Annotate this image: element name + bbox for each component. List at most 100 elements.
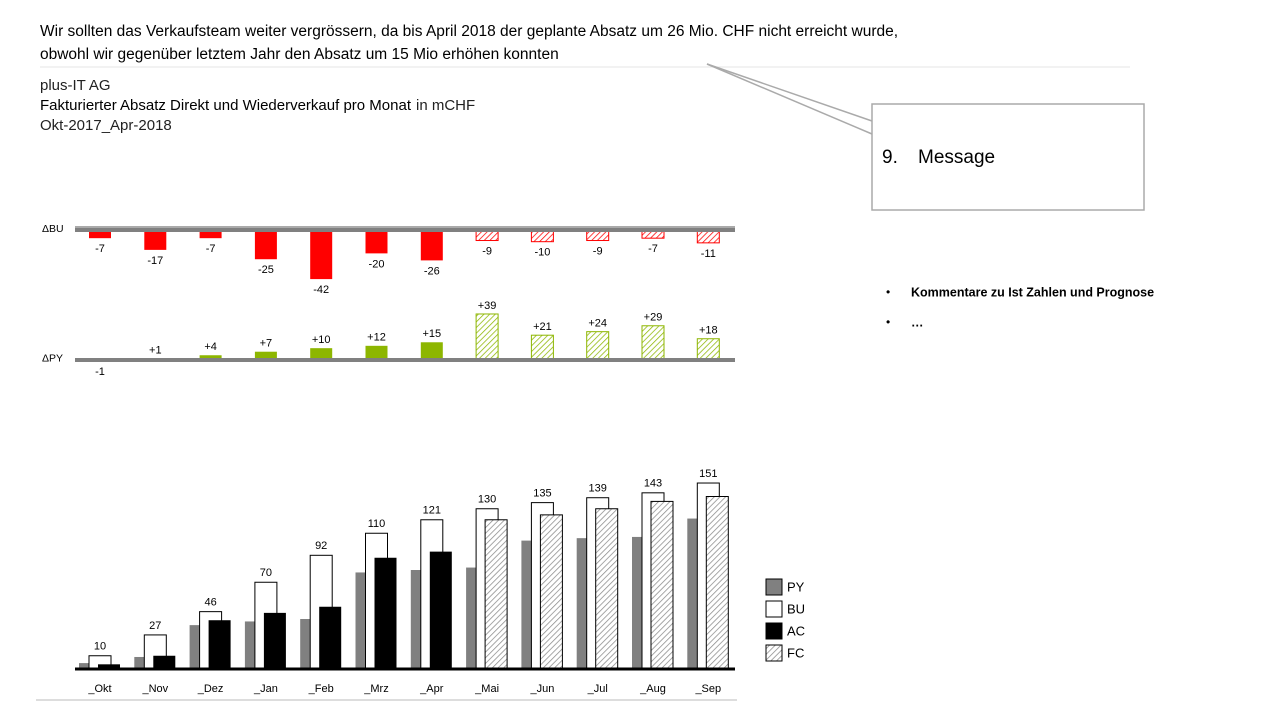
data-label: -11: [701, 248, 716, 260]
bar: [632, 536, 644, 668]
bar: [521, 540, 534, 668]
legend-label: PY: [787, 579, 805, 594]
legend-swatch: [765, 644, 783, 662]
x-tick-label: _Okt: [87, 683, 111, 695]
bar: [705, 496, 729, 669]
measure: Fakturierter Absatz Direkt und Wiederver…: [40, 97, 412, 114]
legend-label: BU: [787, 601, 805, 616]
callout-box: [871, 103, 1145, 211]
bar: [319, 606, 342, 668]
bar: [98, 664, 120, 668]
bar: [410, 570, 423, 668]
bar: [208, 620, 231, 668]
delta-bar: [641, 325, 665, 361]
data-label: +21: [533, 321, 552, 333]
bar: [134, 656, 147, 668]
bar: [153, 655, 176, 668]
legend-label: AC: [787, 623, 805, 638]
x-tick-label: _Dez: [197, 683, 224, 695]
delta-bar: [199, 230, 222, 239]
delta-bar: [254, 351, 277, 360]
bar: [576, 538, 589, 668]
data-label: 121: [423, 505, 441, 517]
data-label: 151: [699, 468, 717, 480]
data-label: -10: [534, 247, 550, 259]
bar: [263, 612, 286, 668]
x-tick-label: _Jun: [529, 683, 554, 695]
unit: in mCHF: [416, 97, 475, 114]
comment: …: [911, 315, 924, 329]
delta-bar: [365, 230, 388, 254]
data-label: 139: [589, 483, 607, 495]
x-tick-label: _Nov: [141, 683, 168, 695]
x-tick-label: _Feb: [308, 683, 334, 695]
message-line: Wir sollten das Verkaufsteam weiter verg…: [40, 23, 898, 40]
data-label: -7: [648, 243, 658, 255]
data-label: -42: [313, 284, 329, 296]
delta-bar: [696, 338, 720, 361]
delta-bar: [530, 334, 554, 361]
chart-subtitle: Fakturierter Absatz Direkt und Wiederver…: [40, 97, 475, 114]
data-label: 110: [368, 518, 386, 530]
data-label: +39: [478, 300, 497, 312]
data-label: -26: [424, 265, 440, 277]
bullet: •: [886, 285, 890, 299]
bar: [244, 621, 257, 668]
data-label: +12: [367, 332, 386, 344]
x-tick-label: _Aug: [639, 683, 666, 695]
company: plus-IT AG: [40, 77, 111, 94]
data-label: 46: [204, 597, 216, 609]
callout-number: 9.: [882, 147, 898, 168]
data-label: 130: [478, 494, 496, 506]
data-label: -17: [147, 255, 163, 267]
comment: Kommentare zu Ist Zahlen und Prognose: [911, 285, 1154, 299]
data-label: +1: [149, 345, 162, 357]
data-label: +24: [588, 318, 607, 330]
delta-bar: [365, 345, 388, 360]
bar: [687, 518, 700, 668]
delta-bar: [199, 355, 222, 360]
legend-label: FC: [787, 645, 804, 660]
bar: [300, 619, 313, 668]
delta-bar: [310, 230, 333, 280]
bar: [355, 572, 368, 668]
delta-bar: [310, 348, 333, 360]
data-label: +10: [312, 334, 331, 346]
period: Okt-2017_Apr-2018: [40, 117, 172, 134]
message-line: obwohl wir gegenüber letztem Jahr den Ab…: [40, 46, 559, 63]
legend-swatch: [765, 578, 783, 596]
delta-bar: [89, 230, 111, 239]
data-label: -9: [593, 245, 603, 257]
data-label: -9: [482, 245, 492, 257]
delta-bar: [475, 313, 499, 361]
bar: [539, 514, 563, 669]
axis-label: ΔBU: [42, 223, 64, 235]
x-tick-label: _Apr: [419, 683, 444, 695]
bar: [374, 557, 397, 668]
x-tick-label: _Jan: [253, 683, 278, 695]
data-label: +4: [204, 341, 217, 353]
data-label: +29: [644, 312, 663, 324]
bullet: •: [886, 315, 890, 329]
legend-swatch: [765, 622, 783, 640]
delta-bar: [420, 342, 443, 360]
data-label: -7: [206, 243, 216, 255]
data-label: -20: [369, 258, 385, 270]
delta-bar: [586, 331, 610, 361]
data-label: +15: [422, 328, 441, 340]
callout-text: Message: [918, 147, 995, 168]
delta-bar: [254, 230, 277, 260]
bar: [189, 625, 202, 668]
axis-label: ΔPY: [42, 353, 63, 365]
x-tick-label: _Sep: [694, 683, 721, 695]
data-label: +7: [260, 338, 273, 350]
bar: [484, 519, 508, 669]
bar: [466, 567, 479, 668]
data-label: 70: [260, 567, 272, 579]
bar: [595, 508, 619, 669]
bar: [650, 500, 674, 669]
bar: [429, 551, 452, 668]
x-tick-label: _Mai: [474, 683, 499, 695]
